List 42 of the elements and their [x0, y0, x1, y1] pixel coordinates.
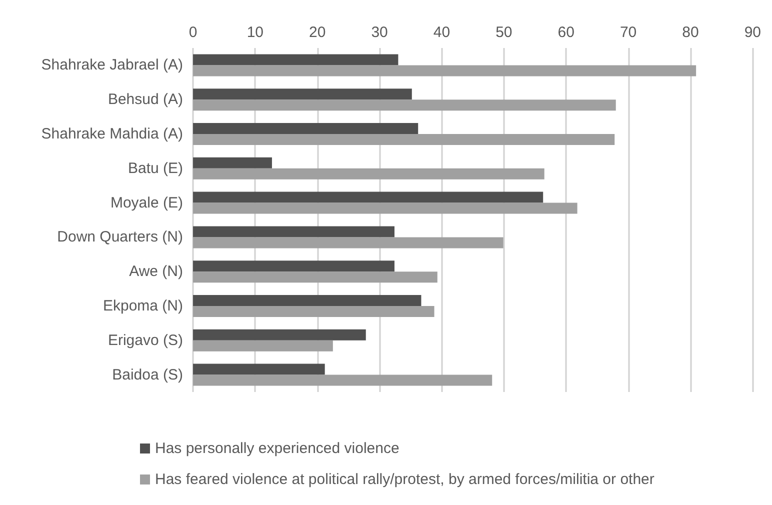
y-tick-label: Shahrake Jabrael (A): [41, 56, 183, 74]
bar: [193, 226, 394, 238]
bar: [193, 202, 578, 214]
bar: [193, 306, 434, 317]
x-tick-label: 40: [433, 24, 450, 41]
legend-label: Has feared violence at political rally/protest, by armed forces/militia or other: [155, 471, 654, 488]
bar: [193, 100, 616, 111]
x-tick-label: 10: [246, 24, 264, 41]
bar: [193, 157, 272, 168]
y-tick-label: Erigavo (S): [108, 332, 183, 349]
y-tick-label: Behsud (A): [108, 91, 183, 108]
x-tick-label: 0: [188, 24, 198, 41]
bar: [193, 272, 438, 283]
x-tick-label: 60: [558, 24, 574, 41]
x-tick-label: 50: [496, 24, 512, 41]
y-tick-label: Ekpoma (N): [102, 298, 183, 314]
y-tick-label: Down Quarters (N): [57, 228, 184, 246]
bar: [193, 123, 418, 134]
x-tick-label: 80: [682, 24, 699, 41]
y-tick-label: Batu (E): [128, 160, 183, 177]
bar: [193, 237, 504, 248]
bar: [193, 340, 333, 352]
x-tick-label: 90: [744, 24, 761, 41]
bar: [193, 364, 325, 375]
x-tick-label: 30: [371, 24, 388, 41]
y-tick-label: Awe (N): [129, 263, 183, 280]
y-tick-label: Moyale (E): [110, 194, 183, 212]
bar: [193, 65, 696, 76]
y-tick-label: Baidoa (S): [112, 366, 183, 384]
bar: [193, 88, 412, 100]
bar: [193, 295, 422, 306]
bar: [193, 168, 544, 180]
bar: [193, 329, 366, 340]
bar: [193, 54, 398, 66]
x-tick-label: 70: [620, 24, 637, 41]
x-tick-label: 20: [309, 24, 326, 41]
legend-label: Has personally experienced violence: [155, 440, 400, 457]
bar: [193, 374, 492, 386]
y-tick-label: Shahrake Mahdia (A): [41, 126, 183, 142]
bar: [193, 260, 394, 272]
bar: [193, 134, 615, 145]
bar: [193, 192, 544, 203]
